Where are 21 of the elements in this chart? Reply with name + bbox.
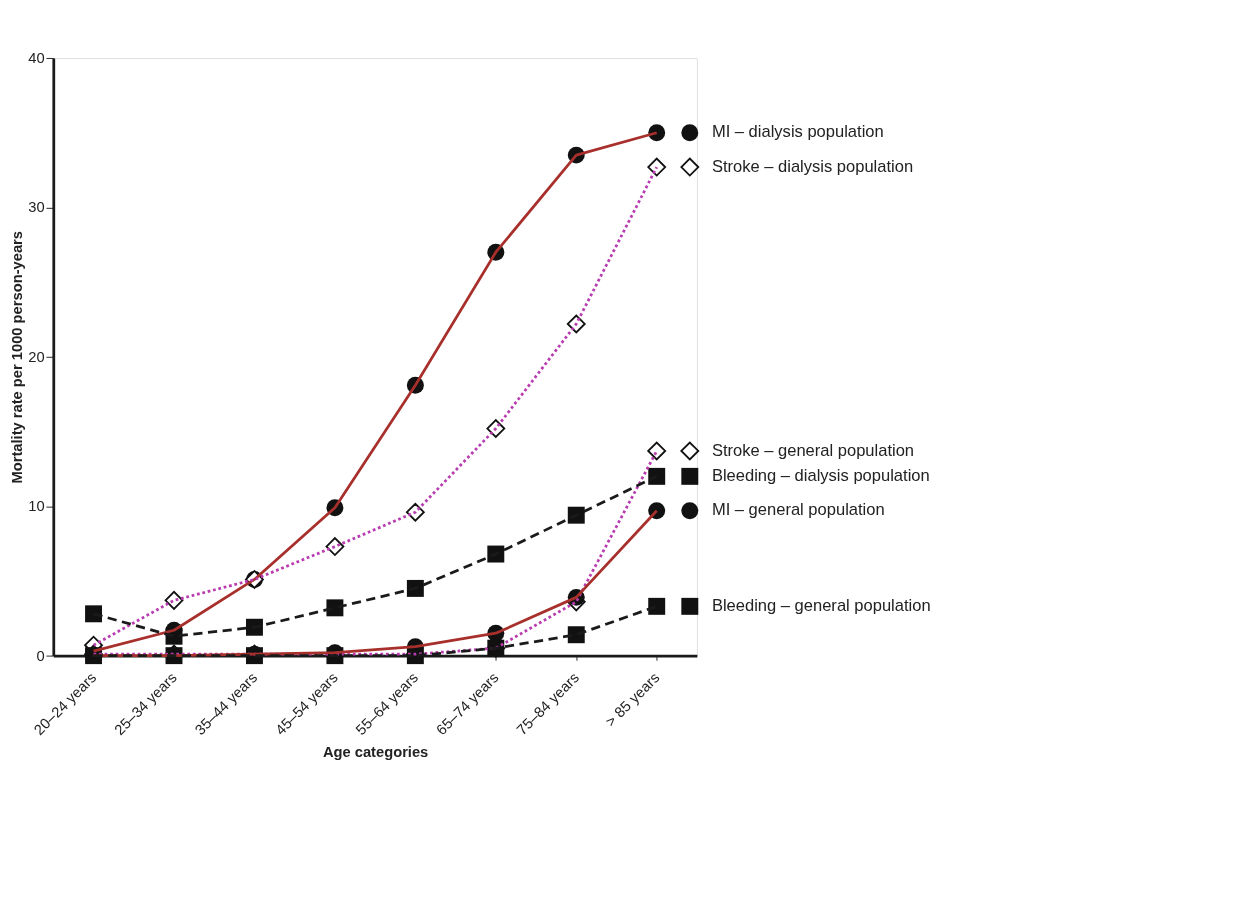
point (85, 605, 103, 623)
point (406, 579, 424, 597)
legend-label: Bleeding – dialysis population (711, 465, 930, 485)
point (567, 506, 585, 524)
legend-label: MI – general population (711, 500, 885, 520)
point (648, 597, 666, 615)
x-axis-title: Age categories (322, 744, 429, 761)
y-tick-label: 10 (28, 498, 45, 515)
legend-label: Stroke – general population (711, 440, 915, 460)
point (245, 618, 263, 636)
legend-label: Bleeding – general population (711, 595, 931, 615)
point (326, 599, 344, 617)
y-axis-title: Mortality rate per 1000 person-years (8, 231, 25, 484)
y-tick-label: 30 (28, 199, 45, 216)
y-tick-label: 20 (28, 348, 45, 365)
y-tick-label: 40 (28, 50, 45, 67)
y-tick-label: 0 (36, 647, 45, 664)
legend-label: MI – dialysis population (711, 122, 884, 142)
legend-label: Stroke – dialysis population (711, 156, 914, 176)
point (487, 545, 505, 563)
point (648, 467, 666, 485)
